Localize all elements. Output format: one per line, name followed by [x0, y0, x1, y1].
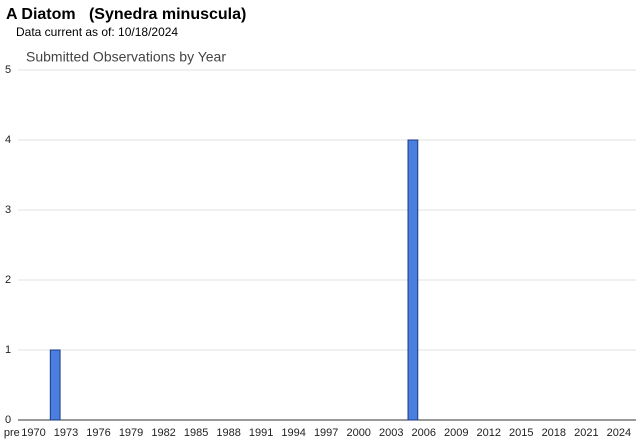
page-title: A Diatom (Synedra minuscula): [6, 6, 246, 23]
x-tick-label: 1988: [216, 427, 240, 439]
x-tick-label: 1997: [314, 427, 338, 439]
bar: [49, 349, 61, 421]
x-tick-label: 1979: [119, 427, 143, 439]
x-tick-label: pre: [4, 427, 20, 439]
x-tick-label: 1982: [151, 427, 175, 439]
x-tick-label: 1976: [86, 427, 110, 439]
x-tick-label: 1985: [184, 427, 208, 439]
x-tick-label: 1991: [249, 427, 273, 439]
x-tick-label: 1994: [281, 427, 305, 439]
x-tick-label: 2006: [411, 427, 435, 439]
x-tick-label: 2024: [607, 427, 631, 439]
x-tick-label: 2000: [346, 427, 370, 439]
x-tick-label: 2003: [379, 427, 403, 439]
page-subtitle: Data current as of: 10/18/2024: [16, 25, 178, 39]
x-tick-label: 1970: [21, 427, 45, 439]
bar: [407, 139, 419, 421]
x-tick-label: 1973: [54, 427, 78, 439]
chart-title: Submitted Observations by Year: [26, 49, 226, 65]
x-tick-label: 2018: [542, 427, 566, 439]
y-tick-label: 4: [5, 134, 11, 146]
y-tick-label: 0: [5, 414, 11, 426]
x-tick-label: 2015: [509, 427, 533, 439]
x-tick-label: 2021: [574, 427, 598, 439]
y-tick-label: 5: [5, 64, 11, 76]
y-tick-label: 3: [5, 204, 11, 216]
y-tick-label: 2: [5, 274, 11, 286]
x-tick-label: 2012: [477, 427, 501, 439]
x-tick-label: 2009: [444, 427, 468, 439]
y-tick-label: 1: [5, 344, 11, 356]
